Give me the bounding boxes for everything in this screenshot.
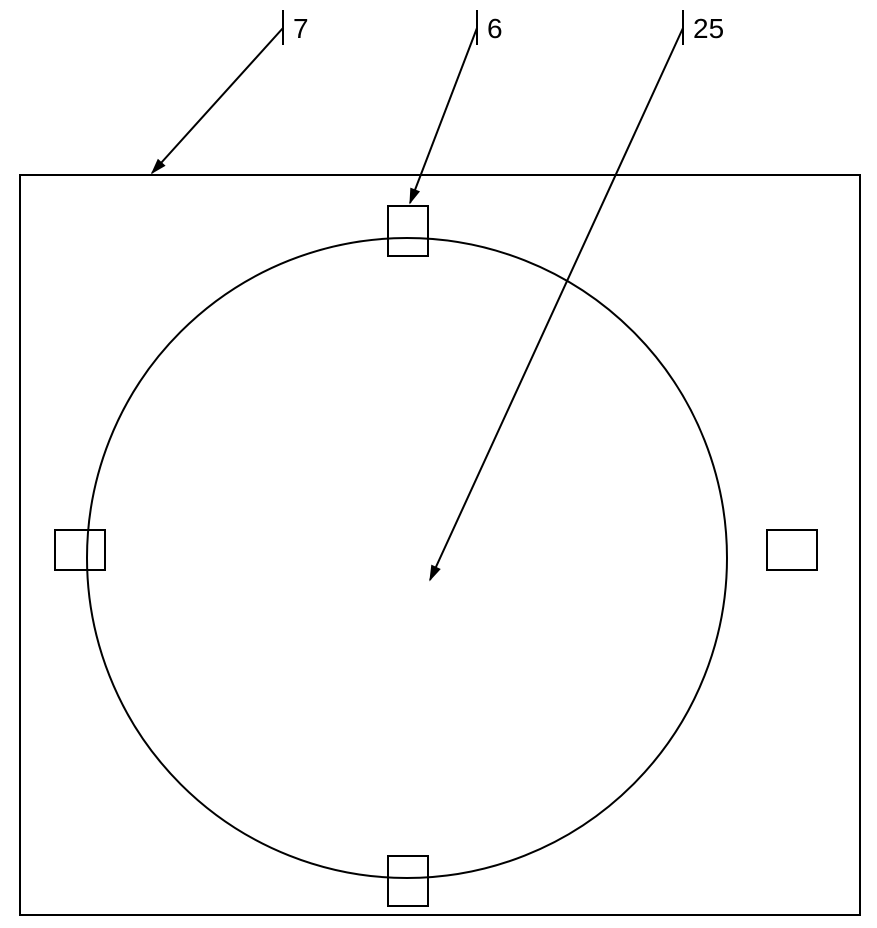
callout-label: 25 [693, 13, 724, 44]
engineering-diagram: 7 6 25 [0, 0, 877, 928]
callout-label: 6 [487, 13, 503, 44]
callout-label: 7 [293, 13, 309, 44]
